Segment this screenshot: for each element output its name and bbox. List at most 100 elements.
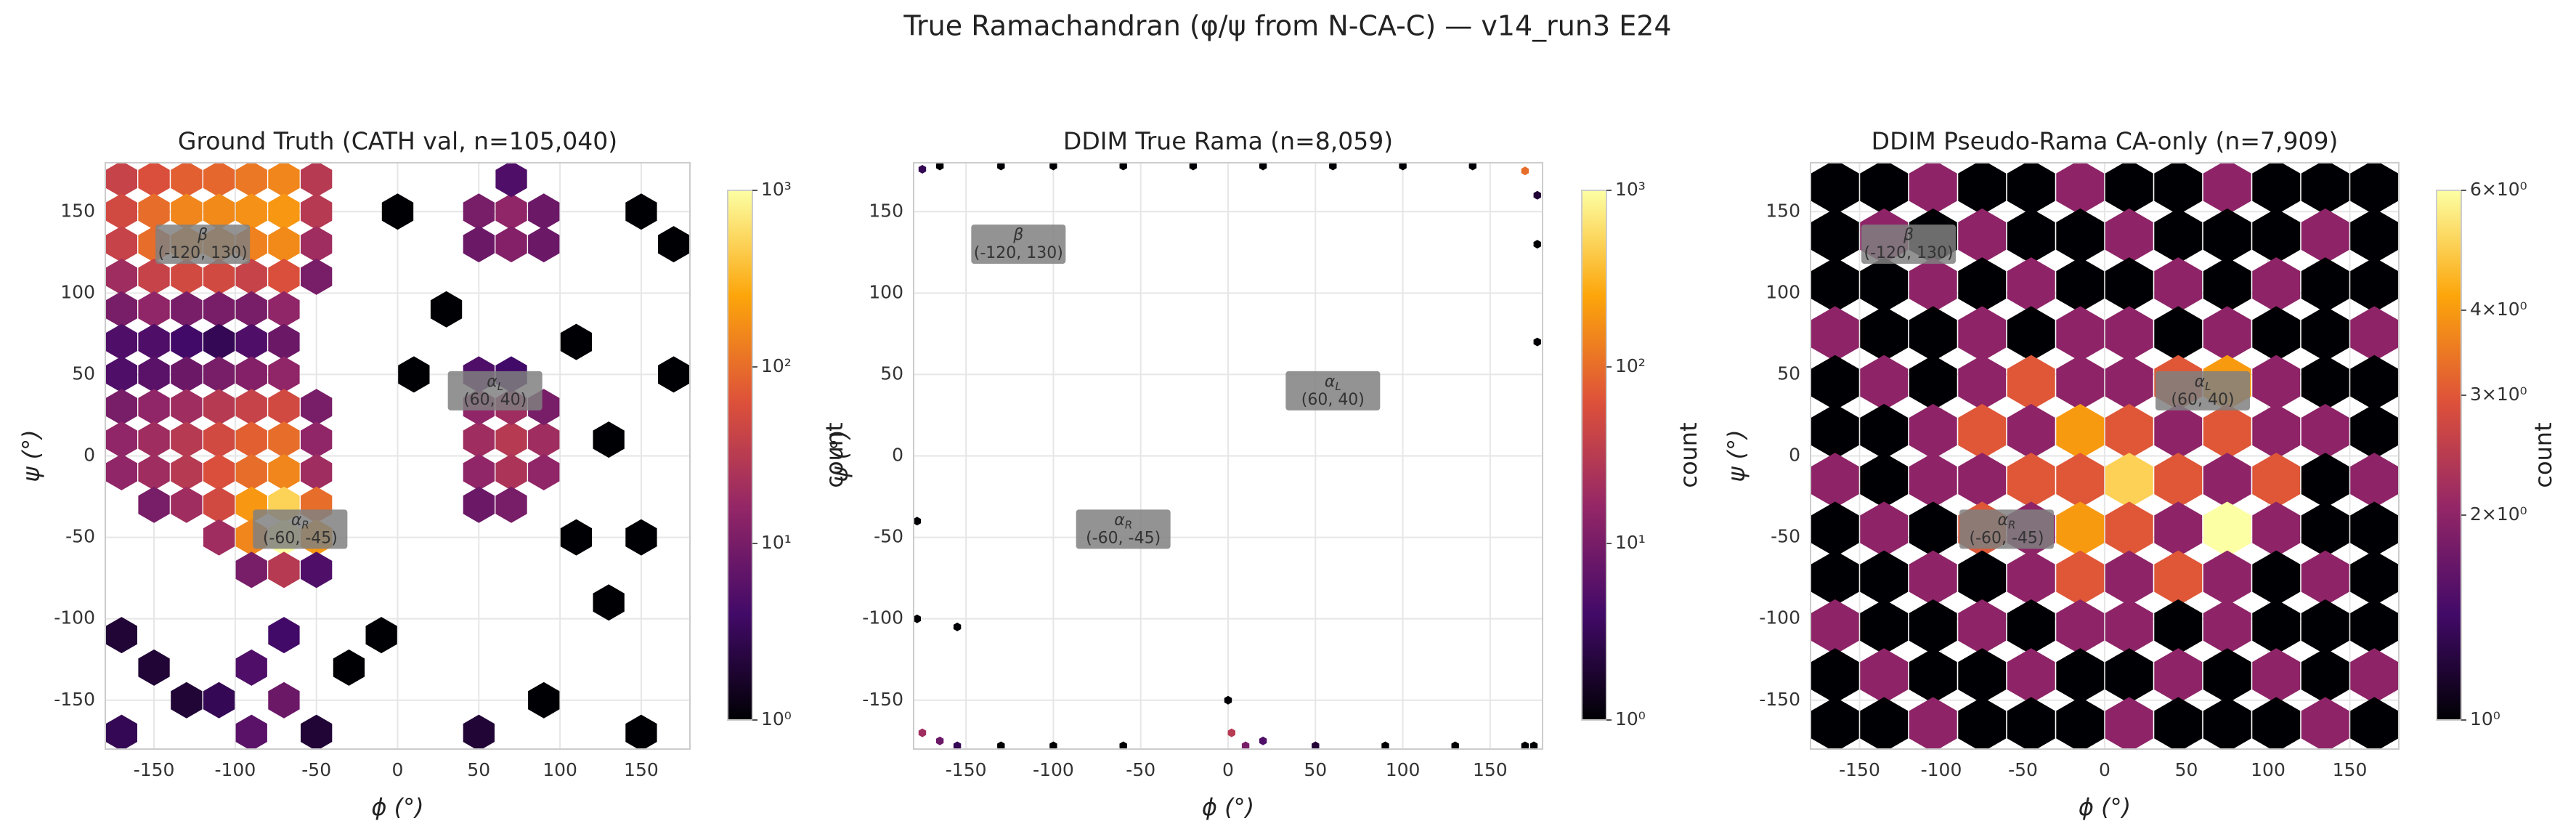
hex-cell <box>560 519 593 556</box>
hexbin-layer <box>105 163 690 749</box>
hex-cell <box>1329 163 1337 171</box>
hex-cell <box>2203 599 2251 655</box>
hex-cell <box>2203 208 2251 264</box>
hex-cell <box>1521 166 1529 176</box>
annotation-subscript: L <box>2205 379 2211 392</box>
hex-cell <box>2350 697 2399 749</box>
x-tick-label: 100 <box>2251 759 2286 780</box>
hex-cell <box>1958 697 2007 749</box>
hex-cell <box>235 421 267 458</box>
hex-cell <box>918 165 927 174</box>
chart-title: DDIM True Rama (n=8,059) <box>1063 127 1393 155</box>
hex-cell <box>171 421 203 458</box>
colorbar-tick-label: 6×10⁰ <box>2470 179 2527 200</box>
region-annotation: β(-120, 130) <box>155 225 251 264</box>
annotation-symbol: α <box>1998 511 2009 529</box>
hex-cell <box>2350 648 2399 704</box>
hex-cell <box>1860 306 1909 362</box>
hex-cell <box>235 291 267 328</box>
hex-cell <box>2105 648 2153 704</box>
hex-cell <box>1909 599 1957 655</box>
hex-cell <box>301 193 333 230</box>
hex-cell <box>2301 697 2349 749</box>
hex-cell <box>1451 741 1459 749</box>
hex-cell <box>914 517 921 526</box>
hex-cell <box>268 163 300 198</box>
annotation-box <box>2156 371 2250 410</box>
hex-cell <box>2301 208 2349 264</box>
colorbar-tick-label: 4×10⁰ <box>2470 299 2527 320</box>
hex-cell <box>268 226 300 263</box>
hex-cell <box>2007 453 2055 509</box>
x-tick-label: 150 <box>624 759 659 780</box>
hex-cell <box>2203 306 2251 362</box>
hex-cell <box>203 163 235 198</box>
x-tick-label: 50 <box>1304 759 1327 780</box>
annotation-box <box>1076 509 1171 549</box>
hex-cell <box>138 453 170 490</box>
annotation-box <box>155 225 251 264</box>
hex-cell <box>1259 736 1267 745</box>
hex-cell <box>2350 599 2399 655</box>
y-axis-label: ψ (°) <box>17 429 45 482</box>
colorbar-label: count <box>821 422 848 488</box>
panel: -150 -100 -50 0 50 100 150 -150 -100 -50 0 50 100 150… <box>826 127 1543 821</box>
hex-cell <box>235 193 267 230</box>
hex-cell <box>1811 453 1859 509</box>
hex-cell <box>138 486 170 523</box>
hex-cell <box>301 226 333 263</box>
annotation-symbol: α <box>291 511 302 529</box>
hex-cell <box>2203 550 2251 606</box>
hex-cell <box>2007 208 2055 264</box>
x-tick-label: 100 <box>543 759 577 780</box>
hex-cell <box>1909 306 1957 362</box>
y-tick-label: 100 <box>869 281 903 302</box>
annotation-coords: (-120, 130) <box>158 244 248 262</box>
annotation-label: αR <box>291 511 309 531</box>
hex-cell <box>268 421 300 458</box>
region-annotation: αL(60, 40) <box>1285 371 1381 410</box>
hex-cell <box>2301 355 2349 410</box>
hex-cell <box>1119 741 1127 749</box>
hex-cell <box>235 389 267 426</box>
annotation-symbol: α <box>2195 373 2206 391</box>
hex-cell <box>2203 403 2251 459</box>
x-tick-label: -100 <box>1033 759 1074 780</box>
y-tick-label: 150 <box>60 200 95 221</box>
annotation-coords: (60, 40) <box>1301 391 1365 409</box>
colorbar-tick-label: 10¹ <box>761 532 792 553</box>
hex-cell <box>2105 208 2153 264</box>
colorbar-label: count <box>1675 422 1702 488</box>
annotation-label: αR <box>1998 511 2016 531</box>
hex-cell <box>2154 163 2203 215</box>
hex-cell <box>301 389 333 426</box>
hex-cell <box>1860 697 1909 749</box>
annotation-label: αL <box>2195 373 2211 393</box>
hex-cell <box>463 226 495 263</box>
hex-cell <box>2154 403 2203 459</box>
hex-cell <box>2350 306 2399 362</box>
x-axis-label: ϕ (°) <box>1202 793 1254 821</box>
hex-cell <box>1860 163 1909 215</box>
hexbin-layer <box>914 163 1541 749</box>
y-tick-label: 0 <box>84 445 95 466</box>
hex-cell <box>268 389 300 426</box>
region-annotation: αR(-60, -45) <box>253 509 348 549</box>
annotation-box <box>1285 371 1381 410</box>
hex-cell <box>2252 501 2301 557</box>
hex-cell <box>1241 741 1250 749</box>
y-tick-label: 50 <box>880 363 903 384</box>
hex-cell <box>2301 599 2349 655</box>
y-tick-label: 150 <box>1766 200 1800 221</box>
hex-cell <box>463 453 495 490</box>
hex-cell <box>105 258 137 295</box>
annotation-coords: (-60, -45) <box>263 529 338 547</box>
hex-cell <box>463 714 495 749</box>
hex-cell <box>105 453 137 490</box>
hex-cell <box>2252 163 2301 215</box>
hex-cell <box>2105 306 2153 362</box>
x-tick-label: 150 <box>2333 759 2368 780</box>
x-tick-label: 100 <box>1386 759 1421 780</box>
hex-cell <box>2252 697 2301 749</box>
